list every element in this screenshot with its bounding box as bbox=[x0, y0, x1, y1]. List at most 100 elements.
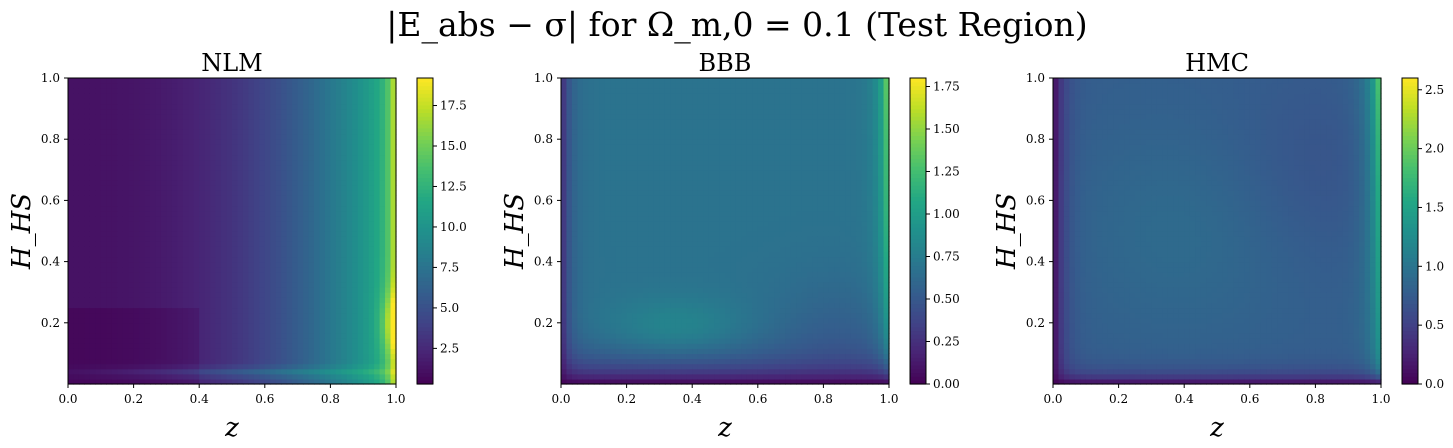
heatmap-cell bbox=[275, 215, 282, 222]
heatmap-cell bbox=[139, 108, 146, 115]
heatmap-cell bbox=[653, 251, 660, 258]
heatmap-cell bbox=[319, 327, 326, 334]
heatmap-cell bbox=[182, 129, 189, 135]
heatmap-cell bbox=[297, 164, 304, 171]
heatmap-cell bbox=[226, 103, 233, 110]
heatmap-cell bbox=[166, 236, 173, 242]
heatmap-cell bbox=[199, 302, 206, 309]
heatmap-cell bbox=[204, 93, 211, 99]
heatmap-cell bbox=[588, 88, 595, 94]
heatmap-cell bbox=[275, 353, 282, 360]
heatmap-cell bbox=[670, 333, 677, 339]
heatmap-cell bbox=[177, 225, 184, 232]
heatmap-cell bbox=[599, 327, 606, 334]
heatmap-cell bbox=[264, 317, 271, 324]
heatmap-cell bbox=[292, 149, 299, 156]
heatmap-cell bbox=[171, 292, 178, 298]
heatmap-cell bbox=[281, 154, 288, 161]
heatmap-cell bbox=[177, 174, 184, 181]
heatmap-cell bbox=[182, 297, 189, 303]
heatmap-cell bbox=[128, 149, 135, 156]
heatmap-cell bbox=[352, 164, 359, 171]
heatmap-cell bbox=[615, 113, 622, 120]
heatmap-cell bbox=[73, 225, 80, 232]
heatmap-cell bbox=[561, 348, 568, 354]
heatmap-cell bbox=[248, 358, 255, 365]
heatmap-cell bbox=[324, 373, 331, 380]
heatmap-cell bbox=[182, 88, 189, 94]
heatmap-cell bbox=[610, 368, 617, 375]
heatmap-cell bbox=[368, 338, 375, 344]
colorbar-swatch bbox=[417, 345, 433, 351]
heatmap-cell bbox=[166, 83, 173, 89]
heatmap-cell bbox=[242, 88, 249, 94]
heatmap-cell bbox=[390, 287, 397, 293]
heatmap-cell bbox=[303, 174, 310, 181]
heatmap-cell bbox=[297, 333, 304, 339]
heatmap-cell bbox=[324, 123, 331, 130]
heatmap-cell bbox=[577, 220, 584, 227]
heatmap-cell bbox=[166, 118, 173, 125]
heatmap-cell bbox=[95, 164, 102, 171]
heatmap-cell bbox=[324, 368, 331, 375]
colorbar-swatch bbox=[417, 284, 433, 289]
heatmap-cell bbox=[193, 225, 200, 232]
heatmap-cell bbox=[199, 378, 206, 385]
heatmap-cell bbox=[303, 348, 310, 354]
heatmap-cell bbox=[242, 154, 249, 161]
heatmap-cell bbox=[610, 180, 617, 186]
heatmap-cell bbox=[648, 282, 655, 288]
heatmap-cell bbox=[259, 205, 266, 212]
heatmap-cell bbox=[593, 312, 600, 319]
heatmap-cell bbox=[253, 333, 260, 339]
heatmap-cell bbox=[259, 180, 266, 186]
heatmap-cell bbox=[84, 185, 91, 191]
heatmap-cell bbox=[270, 215, 277, 222]
heatmap-cell bbox=[314, 139, 321, 145]
heatmap-cell bbox=[286, 271, 293, 278]
heatmap-cell bbox=[621, 113, 628, 120]
heatmap-cell bbox=[264, 251, 271, 258]
heatmap-cell bbox=[664, 333, 671, 339]
heatmap-cell bbox=[566, 113, 573, 120]
heatmap-cell bbox=[221, 174, 228, 181]
heatmap-cell bbox=[599, 276, 606, 283]
heatmap-cell bbox=[582, 236, 589, 242]
heatmap-cell bbox=[78, 78, 85, 84]
heatmap-cell bbox=[670, 256, 677, 263]
heatmap-cell bbox=[390, 164, 397, 171]
heatmap-cell bbox=[73, 164, 80, 171]
heatmap-cell bbox=[346, 368, 353, 375]
heatmap-cell bbox=[374, 174, 381, 181]
heatmap-cell bbox=[324, 256, 331, 263]
heatmap-cell bbox=[106, 292, 113, 298]
heatmap-cell bbox=[122, 144, 129, 150]
heatmap-cell bbox=[374, 297, 381, 303]
heatmap-cell bbox=[84, 139, 91, 145]
heatmap-cell bbox=[341, 327, 348, 334]
heatmap-cell bbox=[330, 348, 337, 354]
figure-suptitle: |E_abs − σ| for Ω_m,0 = 0.1 (Test Region… bbox=[386, 5, 1087, 45]
heatmap-cell bbox=[95, 190, 102, 196]
heatmap-cell bbox=[659, 180, 666, 186]
heatmap-cell bbox=[648, 343, 655, 349]
heatmap-cell bbox=[303, 322, 310, 329]
heatmap-cell bbox=[621, 78, 628, 84]
heatmap-cell bbox=[128, 241, 135, 247]
heatmap-cell bbox=[335, 353, 342, 360]
heatmap-cell bbox=[330, 256, 337, 263]
heatmap-cell bbox=[610, 134, 617, 140]
heatmap-cell bbox=[122, 241, 129, 247]
heatmap-cell bbox=[73, 271, 80, 278]
heatmap-cell bbox=[100, 322, 107, 329]
colorbar-swatch bbox=[417, 265, 433, 270]
heatmap-cell bbox=[577, 333, 584, 339]
heatmap-cell bbox=[182, 195, 189, 201]
heatmap-cell bbox=[335, 322, 342, 329]
heatmap-cell bbox=[324, 282, 331, 288]
heatmap-cell bbox=[593, 292, 600, 298]
heatmap-cell bbox=[561, 246, 568, 252]
heatmap-cell bbox=[621, 276, 628, 283]
heatmap-cell bbox=[632, 261, 639, 268]
heatmap-cell bbox=[128, 231, 135, 237]
